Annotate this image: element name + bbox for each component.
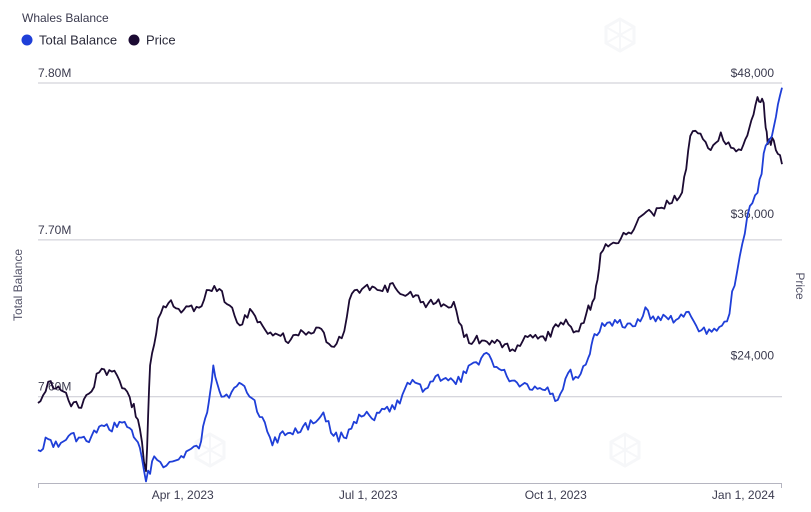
x-tick-label: Apr 1, 2023 <box>152 488 214 502</box>
watermark-logo-icon <box>609 432 641 468</box>
series-line-total-balance <box>37 87 783 483</box>
watermark <box>194 17 641 468</box>
grid-lines <box>38 82 782 488</box>
y-tick-label-right: $24,000 <box>731 348 775 362</box>
x-tick-label: Jul 1, 2023 <box>339 488 398 502</box>
legend-dot-total-balance <box>21 34 33 46</box>
y-axis-title-left: Total Balance <box>11 249 25 321</box>
y-axis-title-right: Price <box>793 272 807 300</box>
y-tick-label-left: 7.70M <box>38 223 71 237</box>
legend: Total Balance Price <box>21 33 176 48</box>
series-line-price <box>37 96 783 473</box>
legend-label-total-balance: Total Balance <box>39 33 117 48</box>
x-tick-label: Oct 1, 2023 <box>525 488 587 502</box>
legend-dot-price <box>128 34 140 46</box>
x-tick-label: Jan 1, 2024 <box>712 488 775 502</box>
legend-item-price[interactable]: Price <box>128 33 176 48</box>
series-lines <box>37 87 783 483</box>
tick-labels: 7.80M 7.70M 7.60M $48,000 $36,000 $24,000 Apr … <box>38 66 775 502</box>
watermark-logo-icon <box>194 432 226 468</box>
y-tick-label-left: 7.60M <box>38 380 71 394</box>
legend-item-total-balance[interactable]: Total Balance <box>21 33 118 48</box>
watermark-logo-icon <box>604 17 636 53</box>
legend-label-price: Price <box>146 33 176 48</box>
y-tick-label-right: $36,000 <box>731 207 775 221</box>
y-tick-label-left: 7.80M <box>38 66 71 80</box>
chart-title: Whales Balance <box>22 11 109 25</box>
y-tick-label-right: $48,000 <box>731 66 775 80</box>
